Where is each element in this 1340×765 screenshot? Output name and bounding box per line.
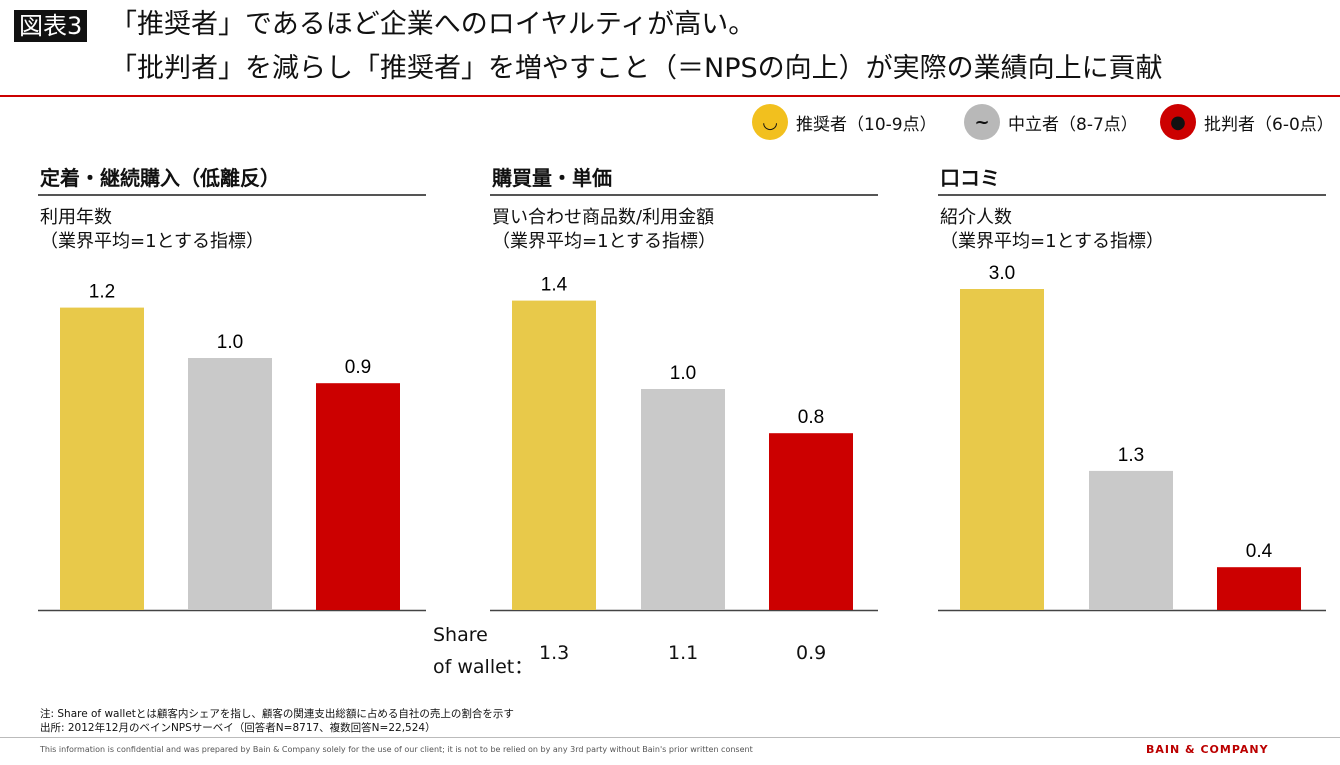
bar-推奨者 [60,307,144,610]
share-of-wallet-value: 1.3 [539,642,570,664]
note: 注: Share of walletとは顧客内シェアを指し、顧客の関連支出総額に… [40,708,514,720]
source: 出所: 2012年12月のベインNPSサーベイ（回答者N=8717、複数回答N=… [40,722,436,734]
data-label: 0.4 [1246,541,1273,562]
legend-detractor: ● 批判者（6-0点） [1160,104,1334,140]
panel-divider [490,194,878,196]
share-of-wallet-label-2: of wallet： [433,656,534,678]
smiley-happy-icon: ◡ [752,104,788,140]
panel-title-retention: 定着・継続購入（低離反） [40,166,280,190]
share-of-wallet-label-1: Share [433,624,488,646]
panel-divider [38,194,426,196]
data-label: 1.0 [217,332,243,353]
bar-中立者 [188,358,272,610]
bar-批判者 [1217,567,1301,610]
legend-label: 推奨者（10-9点） [796,114,937,135]
footer-divider [0,737,1340,738]
bar-推奨者 [960,289,1044,610]
data-label: 0.8 [798,407,824,428]
title-divider [0,95,1340,97]
company-logo: BAIN & COMPANY [1146,743,1269,756]
bar-中立者 [1089,470,1173,610]
smiley-neutral-icon: ~ [964,104,1000,140]
panel-title-word-of-mouth: 口コミ [940,166,1000,190]
panel-title-purchase: 購買量・単価 [492,166,612,190]
panel-ylabel: 利用年数 （業界平均=1とする指標） [40,207,264,252]
data-label: 1.4 [541,275,568,296]
panel-ylabel: 買い合わせ商品数/利用金額 （業界平均=1とする指標） [492,207,716,252]
title-line-2: 「批判者」を減らし「推奨者」を増やすこと（＝NPSの向上）が実際の業績向上に貢献 [110,53,1163,84]
confidential-notice: This information is confidential and was… [40,745,753,754]
legend-label: 中立者（8-7点） [1008,114,1138,135]
bar-推奨者 [512,300,596,610]
data-label: 0.9 [345,357,371,378]
data-label: 1.0 [670,363,696,384]
legend-passive: ~ 中立者（8-7点） [964,104,1138,140]
figure-badge: 図表3 [14,10,88,42]
legend-label: 批判者（6-0点） [1204,114,1334,135]
data-label: 3.0 [989,263,1015,284]
legend-promoter: ◡ 推奨者（10-9点） [752,104,937,140]
title-line-1: 「推奨者」であるほど企業へのロイヤルティが高い。 [110,9,756,40]
panel-ylabel: 紹介人数 （業界平均=1とする指標） [940,207,1164,252]
bar-中立者 [641,389,725,610]
bar-批判者 [316,383,400,610]
smiley-angry-icon: ● [1160,104,1196,140]
share-of-wallet-value: 1.1 [668,642,699,664]
share-of-wallet-value: 0.9 [796,642,827,664]
bar-批判者 [769,433,853,610]
data-label: 1.2 [89,282,115,303]
panel-divider [938,194,1326,196]
data-label: 1.3 [1118,445,1144,466]
